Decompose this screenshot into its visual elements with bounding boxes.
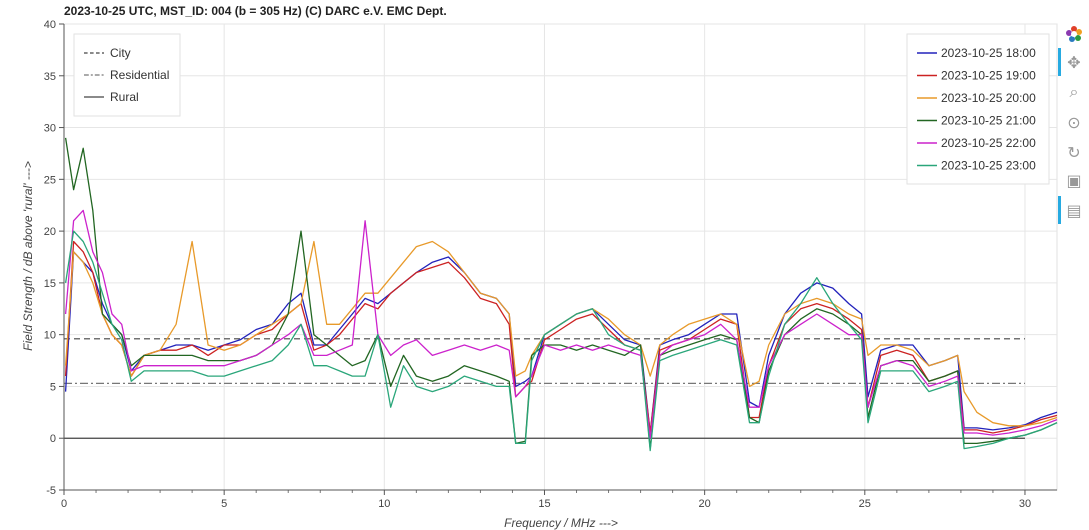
legend-label-series-1[interactable]: 2023-10-25 19:00 <box>941 69 1036 83</box>
y-tick-label: -5 <box>46 485 56 497</box>
x-tick-label: 20 <box>699 498 711 510</box>
chart-toolbar: ✥ ⌕ ⊙ ↻ ▣ ▤ <box>1058 20 1088 240</box>
active-tool-indicator-hover <box>1058 196 1061 224</box>
y-tick-label: 0 <box>50 433 56 445</box>
x-tick-label: 0 <box>61 498 67 510</box>
hover-icon[interactable]: ▤ <box>1066 200 1082 220</box>
y-tick-label: 40 <box>44 19 56 31</box>
y-tick-label: 15 <box>44 278 56 290</box>
legend-label-series-0[interactable]: 2023-10-25 18:00 <box>941 46 1036 60</box>
legend-label-series-4[interactable]: 2023-10-25 22:00 <box>941 136 1036 150</box>
series-line-4[interactable] <box>64 209 1058 439</box>
y-tick-label: 10 <box>44 330 56 342</box>
box-zoom-icon[interactable]: ⌕ <box>1069 82 1079 101</box>
x-tick-label: 15 <box>538 498 550 510</box>
legend-label-city: City <box>110 46 131 60</box>
legend-label-series-2[interactable]: 2023-10-25 20:00 <box>941 91 1036 105</box>
plot-area <box>63 23 1058 491</box>
wheel-zoom-icon[interactable]: ⊙ <box>1067 112 1081 132</box>
y-tick-label: 35 <box>44 71 56 83</box>
x-tick-label: 30 <box>1019 498 1031 510</box>
active-tool-indicator <box>1058 48 1061 76</box>
series-line-2[interactable] <box>64 240 1058 427</box>
bokeh-logo-icon[interactable] <box>1064 24 1084 44</box>
x-axis-label: Frequency / MHz ---> <box>504 516 618 530</box>
legend-label-series-3[interactable]: 2023-10-25 21:00 <box>941 114 1036 128</box>
y-tick-label: 5 <box>50 381 56 393</box>
reset-icon[interactable]: ↻ <box>1067 142 1081 162</box>
series-lines <box>64 137 1058 452</box>
y-axis-label: Field Strength / dB above 'rural' ---> <box>21 161 35 351</box>
grid <box>63 23 1058 491</box>
y-tick-label: 30 <box>44 123 56 135</box>
y-tick-label: 20 <box>44 226 56 238</box>
axes: 0 5 10 15 20 25 30 -5 0 5 10 15 20 25 30 35 40 <box>44 19 1057 510</box>
legend-label-residential: Residential <box>110 68 169 82</box>
x-tick-label: 10 <box>378 498 390 510</box>
legend-label-rural: Rural <box>110 90 139 104</box>
y-tick-label: 25 <box>44 174 56 186</box>
x-tick-label: 5 <box>221 498 227 510</box>
pan-icon[interactable]: ✥ <box>1067 52 1081 72</box>
legend-label-series-5[interactable]: 2023-10-25 23:00 <box>941 159 1036 173</box>
save-icon[interactable]: ▣ <box>1066 170 1082 190</box>
x-tick-label: 25 <box>859 498 871 510</box>
legends: City Residential Rural 2023-10-25 18:00 2023… <box>73 33 1050 185</box>
series-line-0[interactable] <box>64 251 1058 434</box>
chart-title: 2023-10-25 UTC, MST_ID: 004 (b = 305 Hz)… <box>64 4 447 18</box>
series-line-5[interactable] <box>64 230 1058 452</box>
series-legend-box <box>906 33 1050 185</box>
